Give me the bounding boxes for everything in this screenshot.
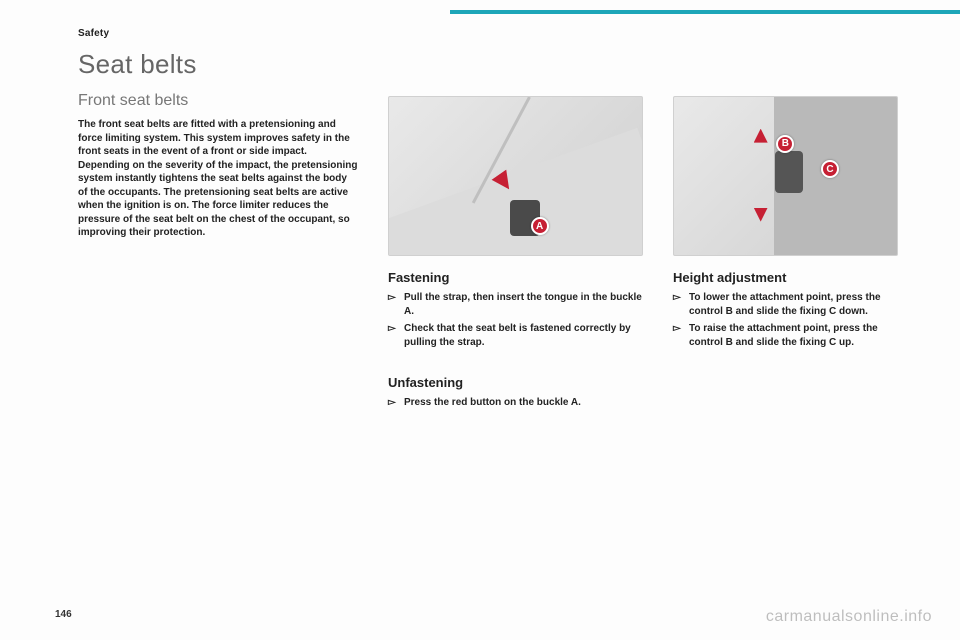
page-content: Safety Seat belts Front seat belts The f… (0, 0, 960, 434)
page-number: 146 (55, 609, 72, 620)
figure-height-adjustment: B C (673, 96, 898, 256)
unfastening-heading: Unfastening (388, 375, 643, 390)
figure-bg-shade (388, 128, 643, 256)
arrow-up-icon (754, 129, 768, 143)
height-adjustment-heading: Height adjustment (673, 270, 898, 285)
page-title: Seat belts (78, 49, 905, 80)
top-accent-bar (450, 10, 960, 14)
watermark: carmanualsonline.info (766, 608, 932, 626)
list-item: To raise the attachment point, press the… (673, 322, 898, 349)
arrow-down-icon (754, 208, 768, 222)
column-middle: A Fastening Pull the strap, then insert … (388, 92, 643, 414)
list-item: Check that the seat belt is fastened cor… (388, 322, 643, 349)
figure-label-a: A (531, 217, 549, 235)
height-adjust-box-icon (775, 151, 803, 193)
height-adjustment-list: To lower the attachment point, press the… (673, 291, 898, 349)
column-right: B C Height adjustment To lower the attac… (673, 92, 898, 414)
unfastening-list: Press the red button on the buckle A. (388, 396, 643, 410)
list-item: Press the red button on the buckle A. (388, 396, 643, 410)
figure-fastening: A (388, 96, 643, 256)
list-item: To lower the attachment point, press the… (673, 291, 898, 318)
fastening-heading: Fastening (388, 270, 643, 285)
front-seat-belts-paragraph: The front seat belts are fitted with a p… (78, 118, 358, 240)
columns: Front seat belts The front seat belts ar… (78, 92, 905, 414)
list-item: Pull the strap, then insert the tongue i… (388, 291, 643, 318)
fastening-list: Pull the strap, then insert the tongue i… (388, 291, 643, 349)
category-label: Safety (78, 28, 905, 39)
column-left: Front seat belts The front seat belts ar… (78, 92, 358, 414)
front-seat-belts-heading: Front seat belts (78, 92, 358, 110)
